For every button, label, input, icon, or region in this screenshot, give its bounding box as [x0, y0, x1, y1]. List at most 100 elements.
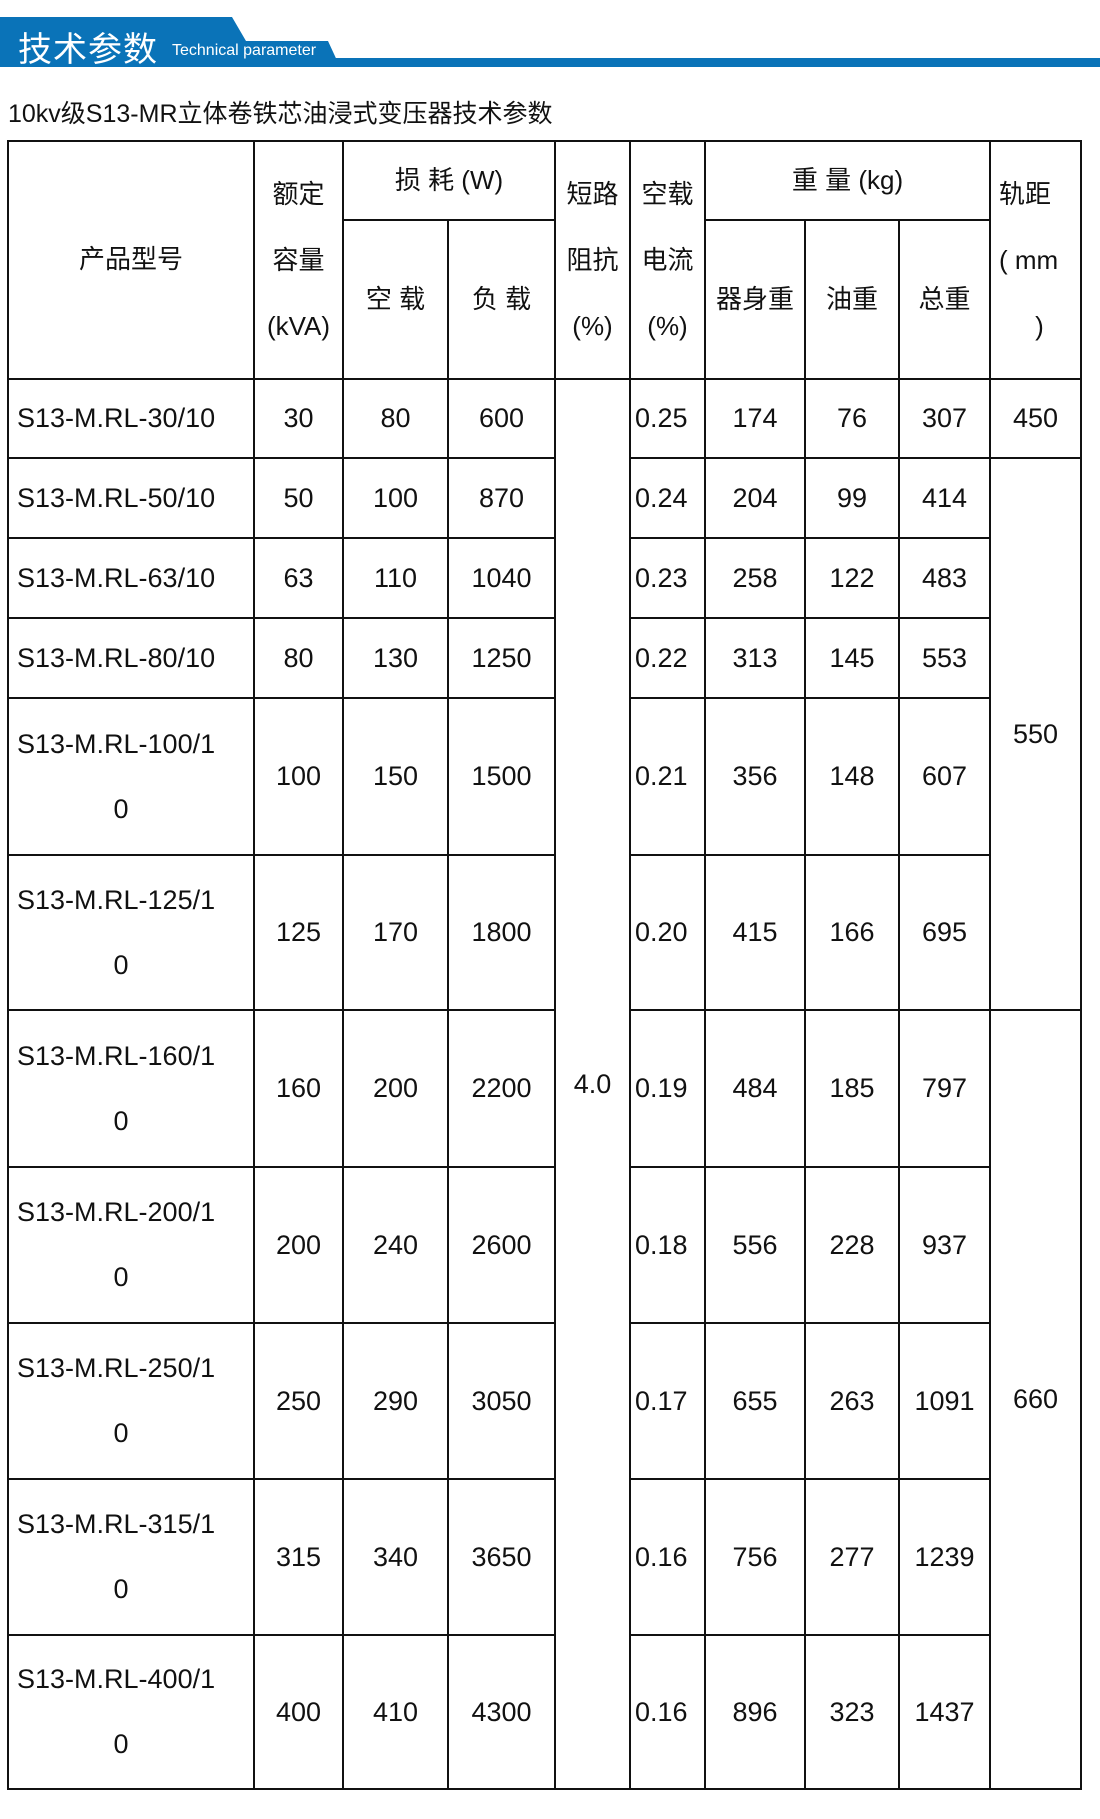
header-gauge-line3: )	[1035, 311, 1044, 342]
noload-current-cell: 0.16	[629, 1634, 706, 1790]
noload-loss-cell: 80	[342, 378, 449, 459]
load-loss-cell: 1250	[447, 617, 556, 699]
noload-current-cell: 0.19	[629, 1009, 706, 1168]
header-gauge-line1: 轨距	[999, 178, 1052, 209]
body-weight-cell: 258	[704, 537, 806, 619]
noload-loss-cell: 240	[342, 1166, 449, 1324]
header-capacity: 额定 容量 (kVA)	[253, 140, 344, 380]
header-capacity-line3: (kVA)	[266, 311, 331, 342]
oil-weight-cell: 148	[804, 697, 900, 856]
body-weight-cell: 174	[704, 378, 806, 459]
noload-current-cell: 0.20	[629, 854, 706, 1011]
capacity-cell: 63	[253, 537, 344, 619]
total-weight-cell: 797	[898, 1009, 991, 1168]
noload-current-cell: 0.25	[629, 378, 706, 459]
model-name: S13-M.RL-315/10	[17, 1509, 216, 1604]
noload-loss-cell: 170	[342, 854, 449, 1011]
gauge-cell: 660	[989, 1009, 1082, 1790]
body-weight-cell: 556	[704, 1166, 806, 1324]
load-loss-cell: 1040	[447, 537, 556, 619]
table-row: S13-M.RL-125/10 125 170 1800 0.20 415 166 695	[7, 854, 1081, 1011]
noload-current-cell: 0.23	[629, 537, 706, 619]
body-weight-cell: 204	[704, 457, 806, 539]
total-weight-cell: 307	[898, 378, 991, 459]
model-cell: S13-M.RL-160/10	[7, 1009, 255, 1168]
load-loss-cell: 1800	[447, 854, 556, 1011]
oil-weight-cell: 99	[804, 457, 900, 539]
noload-loss-cell: 200	[342, 1009, 449, 1168]
header-weight-oil: 油重	[804, 219, 900, 380]
table-row: S13-M.RL-80/10 80 130 1250 0.22 313 145 553	[7, 617, 1081, 699]
capacity-cell: 160	[253, 1009, 344, 1168]
model-cell: S13-M.RL-80/10	[7, 617, 255, 699]
document-title: 10kv级S13-MR立体卷铁芯油浸式变压器技术参数	[8, 100, 553, 128]
spec-table: 产品型号 额定 容量 (kVA) 损 耗 (W) 短路 阻抗 (%) 空载	[7, 140, 1082, 1790]
table-row: S13-M.RL-200/10 200 240 2600 0.18 556 228 937	[7, 1166, 1081, 1324]
total-weight-cell: 937	[898, 1166, 991, 1324]
header-capacity-line2: 容量	[272, 244, 325, 275]
header-weight: 重 量 (kg)	[704, 140, 991, 221]
body-weight-cell: 313	[704, 617, 806, 699]
header-impedance-line1: 短路	[566, 178, 619, 209]
noload-current-cell: 0.22	[629, 617, 706, 699]
model-cell: S13-M.RL-63/10	[7, 537, 255, 619]
header-weight-body: 器身重	[704, 219, 806, 380]
oil-weight-cell: 145	[804, 617, 900, 699]
header-loss-noload: 空 载	[342, 219, 449, 380]
oil-weight-cell: 166	[804, 854, 900, 1011]
load-loss-cell: 1500	[447, 697, 556, 856]
header-model: 产品型号	[7, 140, 255, 380]
table-row: S13-M.RL-250/10 250 290 3050 0.17 655 263 1091	[7, 1322, 1081, 1480]
model-name: S13-M.RL-400/10	[17, 1664, 216, 1759]
body-weight-cell: 896	[704, 1634, 806, 1790]
model-cell: S13-M.RL-315/10	[7, 1478, 255, 1636]
gauge-cell: 450	[989, 378, 1082, 459]
body-weight-cell: 356	[704, 697, 806, 856]
header-current-line2: 电流	[641, 244, 694, 275]
body-weight-cell: 655	[704, 1322, 806, 1480]
total-weight-cell: 1239	[898, 1478, 991, 1636]
noload-loss-cell: 340	[342, 1478, 449, 1636]
table-row: S13-M.RL-50/10 50 100 870 0.24 204 99 414 550	[7, 457, 1082, 1011]
section-subtitle: Technical parameter	[172, 42, 317, 59]
noload-loss-cell: 150	[342, 697, 449, 856]
oil-weight-cell: 228	[804, 1166, 900, 1324]
header-gauge-line2: ( mm	[999, 244, 1059, 275]
header-gauge: 轨距 ( mm )	[989, 140, 1082, 380]
oil-weight-cell: 185	[804, 1009, 900, 1168]
capacity-cell: 30	[253, 378, 344, 459]
model-name: S13-M.RL-250/10	[17, 1353, 216, 1448]
table-row: S13-M.RL-100/10 100 150 1500 0.21 356 148 607	[7, 697, 1081, 856]
body-weight-cell: 415	[704, 854, 806, 1011]
header-current-line1: 空载	[641, 178, 694, 209]
model-cell: S13-M.RL-30/10	[7, 378, 255, 459]
capacity-cell: 80	[253, 617, 344, 699]
model-name: S13-M.RL-125/10	[17, 884, 216, 980]
model-cell: S13-M.RL-100/10	[7, 697, 255, 856]
noload-loss-cell: 410	[342, 1634, 449, 1790]
capacity-cell: 315	[253, 1478, 344, 1636]
model-cell: S13-M.RL-50/10	[7, 457, 255, 539]
table-row: S13-M.RL-160/10 160 200 2200 0.19 484 185 797 66…	[7, 1009, 1082, 1790]
load-loss-cell: 870	[447, 457, 556, 539]
model-cell: S13-M.RL-400/10	[7, 1634, 255, 1790]
load-loss-cell: 600	[447, 378, 556, 459]
section-title: 技术参数	[18, 31, 158, 69]
total-weight-cell: 607	[898, 697, 991, 856]
header-current-line3: (%)	[647, 311, 688, 342]
noload-loss-cell: 100	[342, 457, 449, 539]
banner-divider	[0, 58, 1100, 67]
total-weight-cell: 414	[898, 457, 991, 539]
header-loss: 损 耗 (W)	[342, 140, 556, 221]
capacity-cell: 200	[253, 1166, 344, 1324]
header-impedance: 短路 阻抗 (%)	[554, 140, 631, 380]
body-weight-cell: 484	[704, 1009, 806, 1168]
header-capacity-line1: 额定	[272, 178, 325, 209]
table-row: S13-M.RL-30/10 30 80 600 4.0 0.25 174 76 307 450	[7, 378, 1082, 1790]
oil-weight-cell: 122	[804, 537, 900, 619]
model-name: S13-M.RL-80/10	[17, 642, 216, 673]
header-noload-current: 空载 电流 (%)	[629, 140, 706, 380]
noload-current-cell: 0.24	[629, 457, 706, 539]
model-name: S13-M.RL-200/10	[17, 1197, 216, 1292]
noload-loss-cell: 110	[342, 537, 449, 619]
